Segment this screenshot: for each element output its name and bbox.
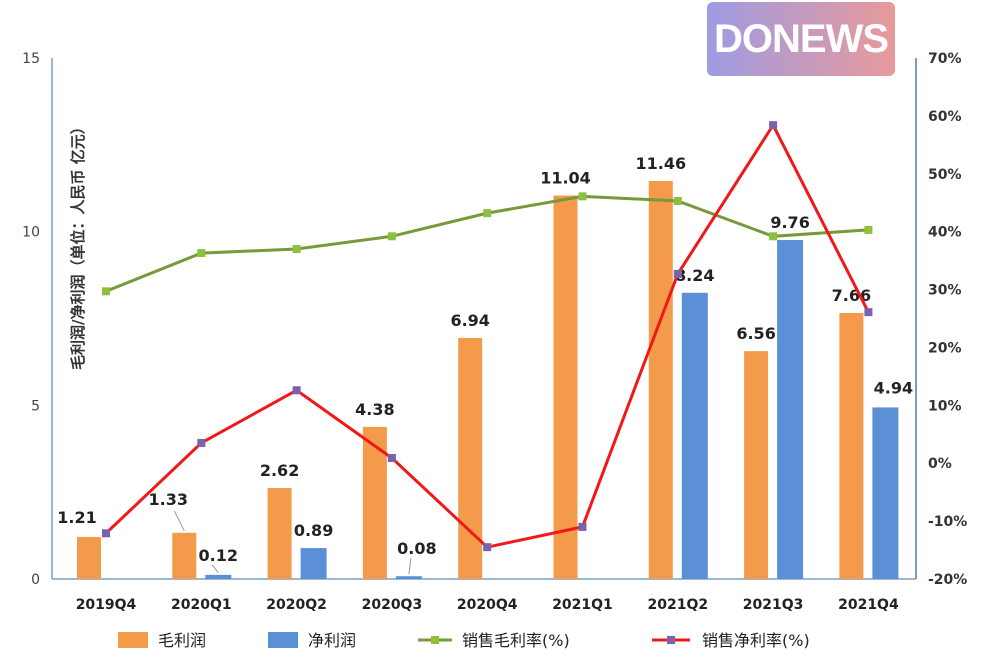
- net-profit-bar: [205, 574, 232, 579]
- right-tick-label: 60%: [928, 109, 962, 125]
- gross-profit-bar: [77, 536, 101, 579]
- right-tick-label: -10%: [928, 514, 967, 530]
- right-tick-label: -20%: [928, 572, 967, 588]
- x-tick-label: 2021Q1: [552, 597, 613, 613]
- legend-marker-net-margin: [667, 636, 675, 644]
- x-tick-label: 2020Q4: [457, 597, 518, 613]
- right-tick-label: 10%: [928, 398, 962, 414]
- net-profit-bar: [872, 407, 899, 579]
- net-margin-marker: [864, 308, 873, 317]
- gross-profit-label: 11.04: [540, 169, 591, 188]
- gross-profit-bar: [648, 180, 673, 579]
- net-profit-bar: [300, 548, 327, 579]
- net-profit-label: 0.89: [294, 521, 333, 540]
- left-tick-label: 0: [31, 572, 40, 588]
- net-profit-label: 9.76: [770, 213, 809, 232]
- right-tick-label: 40%: [928, 225, 962, 241]
- y-axis-label: 毛利润/净利润（单位：人民币 亿元）: [69, 119, 87, 370]
- net-margin-marker: [769, 121, 778, 130]
- legend-swatch-gross-profit: [118, 632, 148, 648]
- gross-profit-label: 6.94: [450, 311, 489, 330]
- gross-margin-marker: [292, 245, 301, 254]
- x-tick-label: 2020Q2: [266, 597, 327, 613]
- left-tick-label: 10: [22, 225, 40, 241]
- left-tick-label: 15: [22, 51, 40, 67]
- x-tick-label: 2021Q4: [838, 597, 899, 613]
- gross-profit-bar: [458, 337, 483, 579]
- gross-margin-marker: [387, 232, 396, 241]
- gross-margin-marker: [769, 232, 778, 241]
- gross-profit-label: 4.38: [355, 400, 394, 419]
- gross-margin-marker: [864, 225, 873, 234]
- right-tick-label: 20%: [928, 340, 962, 356]
- legend-label-gross-profit: 毛利润: [158, 631, 206, 650]
- right-tick-label: 70%: [928, 51, 962, 67]
- legend-label-gross-margin: 销售毛利率(%): [462, 631, 570, 650]
- leader-line: [211, 564, 219, 574]
- net-profit-bar: [681, 292, 708, 579]
- net-profit-label: 4.94: [874, 378, 913, 397]
- donews-logo: DONEWS: [707, 2, 895, 76]
- net-margin-marker: [387, 454, 396, 463]
- net-profit-label: 8.24: [675, 266, 714, 285]
- right-tick-label: 30%: [928, 283, 962, 299]
- x-tick-label: 2021Q3: [743, 597, 804, 613]
- net-profit-bar: [777, 240, 804, 579]
- x-tick-label: 2019Q4: [76, 597, 137, 613]
- gross-profit-bar: [362, 426, 387, 579]
- gross-profit-label: 7.66: [832, 286, 871, 305]
- x-tick-label: 2021Q2: [647, 597, 708, 613]
- gross-margin-marker: [578, 192, 587, 201]
- right-tick-label: 50%: [928, 167, 962, 183]
- gross-profit-bar: [839, 312, 864, 579]
- gross-profit-label: 11.46: [635, 154, 686, 173]
- net-margin-marker: [102, 529, 110, 538]
- left-tick-label: 5: [31, 398, 40, 414]
- net-profit-bar: [395, 576, 422, 579]
- legend-swatch-net-profit: [268, 632, 298, 648]
- gross-margin-marker: [673, 196, 682, 205]
- gross-profit-bar: [553, 195, 578, 579]
- leader-line: [173, 510, 185, 532]
- x-tick-label: 2020Q3: [362, 597, 423, 613]
- gross-margin-marker: [197, 249, 206, 258]
- gross-profit-bar: [267, 487, 292, 579]
- gross-profit-label: 1.21: [57, 508, 96, 527]
- net-profit-label: 0.08: [397, 539, 436, 558]
- net-margin-marker: [483, 543, 492, 552]
- net-margin-marker: [197, 438, 206, 447]
- net-margin-marker: [673, 269, 682, 278]
- gross-margin-marker: [483, 209, 492, 218]
- net-margin-marker: [292, 386, 301, 395]
- legend-label-net-margin: 销售净利率(%): [702, 631, 810, 650]
- net-margin-marker: [578, 522, 587, 531]
- x-tick-label: 2020Q1: [171, 597, 232, 613]
- net-profit-label: 0.12: [199, 546, 238, 565]
- gross-profit-bar: [744, 351, 769, 579]
- gross-margin-marker: [102, 287, 110, 296]
- right-tick-label: 0%: [928, 456, 952, 472]
- legend-marker-gross-margin: [431, 636, 439, 644]
- legend-label-net-profit: 净利润: [308, 631, 356, 650]
- gross-profit-label: 1.33: [149, 490, 188, 509]
- leader-line: [408, 558, 412, 575]
- gross-profit-label: 2.62: [260, 461, 299, 480]
- gross-profit-label: 6.56: [736, 324, 775, 343]
- gross-profit-bar: [172, 532, 197, 579]
